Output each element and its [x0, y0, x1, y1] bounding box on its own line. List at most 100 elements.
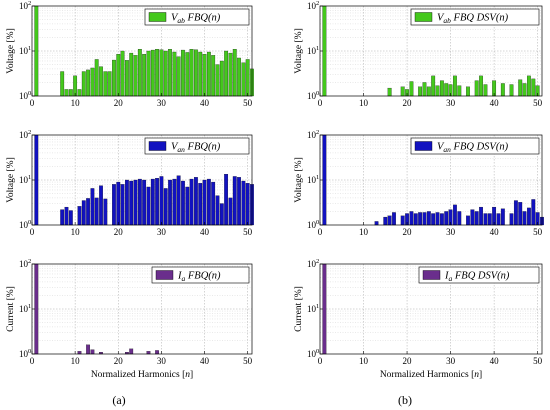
bar-h36 [185, 52, 190, 97]
bar-h31 [163, 188, 168, 226]
bar-h46 [228, 197, 233, 226]
bar-h31 [163, 50, 168, 97]
y-tick-label: 102 [19, 0, 31, 11]
bar-h29 [155, 178, 159, 226]
bar-h14 [90, 349, 95, 355]
x-tick-label: 0 [318, 98, 323, 108]
x-tick-label: 10 [71, 98, 81, 108]
bar-h28 [150, 178, 155, 226]
bar-h29 [444, 83, 449, 97]
x-tick-label: 0 [318, 227, 323, 237]
bar-h33 [172, 51, 177, 97]
x-tick-label: 30 [157, 98, 167, 108]
bar-h31 [453, 75, 457, 97]
bar-h42 [500, 208, 505, 226]
bar-h11 [77, 351, 82, 355]
bar-h15 [94, 197, 99, 226]
legend-swatch [148, 12, 167, 22]
bar-h16 [99, 66, 103, 97]
bar-h48 [527, 75, 531, 97]
y-axis-label: Voltage [%] [6, 28, 16, 73]
bar-h47 [522, 211, 527, 226]
bar-h25 [426, 86, 431, 97]
x-tick-label: 30 [157, 356, 167, 366]
bar-h15 [94, 59, 99, 97]
panel-a3: 0 10 20 30 40 50 100 101 102 Current [%] Normalize… [6, 258, 253, 380]
legend-box [151, 266, 250, 284]
bar-h42 [211, 55, 216, 97]
bar-h44 [509, 84, 514, 97]
bar-h32 [457, 85, 462, 97]
bar-h49 [241, 62, 246, 97]
bar-h11 [77, 206, 82, 226]
bar-h13 [86, 69, 90, 97]
legend-swatch [414, 12, 433, 22]
bar-h37 [479, 75, 483, 97]
bar-h26 [142, 54, 147, 97]
panel-b2: 0 10 20 30 40 50 100 101 102 Voltage [%] Van FBQ D… [294, 129, 544, 237]
bar-h27 [146, 351, 151, 355]
bar-h32 [168, 179, 172, 226]
bar-h14 [90, 67, 95, 97]
x-axis-label: Normalized Harmonics [n] [380, 370, 482, 380]
x-tick-label: 30 [446, 356, 456, 366]
bar-h21 [120, 184, 125, 226]
y-tick-label: 102 [19, 129, 31, 140]
y-tick-label: 101 [19, 174, 31, 185]
bar-h25 [137, 49, 142, 97]
y-tick-label: 102 [307, 129, 319, 140]
panel-a2: 0 10 20 30 40 50 100 101 102 Voltage [%] Van FBQ(n… [6, 129, 254, 237]
x-tick-label: 20 [114, 227, 124, 237]
bar-h34 [466, 215, 470, 226]
bar-h35 [181, 180, 185, 226]
legend: Vab FBQ(n) [144, 8, 250, 26]
bar-h46 [228, 52, 233, 97]
bar-h30 [159, 176, 164, 226]
x-tick-label: 40 [490, 356, 500, 366]
x-tick-label: 10 [359, 227, 369, 237]
legend: Ia FBQ(n) [151, 266, 250, 284]
legend-box [410, 8, 540, 26]
bar-h34 [176, 175, 181, 226]
y-tick-label: 102 [307, 258, 319, 269]
legend-swatch [155, 270, 174, 280]
x-tick-label: 20 [403, 98, 413, 108]
y-tick-label: 100 [307, 219, 319, 230]
x-tick-label: 40 [200, 356, 210, 366]
y-tick-label: 100 [19, 348, 31, 359]
bar-h49 [241, 180, 246, 226]
legend-box [144, 8, 250, 26]
bar-h14 [90, 188, 95, 226]
bar-h41 [496, 213, 501, 226]
x-tick-label: 10 [359, 356, 369, 366]
bar-h20 [116, 181, 121, 226]
bar-h45 [224, 50, 229, 97]
bar-h24 [133, 179, 138, 226]
bar-h29 [155, 49, 159, 97]
bar-h21 [409, 211, 414, 226]
bar-h28 [150, 49, 155, 97]
bar-h23 [418, 212, 423, 226]
bar-h49 [531, 78, 536, 97]
bar-h24 [133, 55, 138, 97]
bar-h38 [483, 84, 488, 97]
bar-h19 [112, 59, 116, 97]
bar-h23 [129, 52, 134, 97]
bar-h9 [68, 210, 73, 226]
y-tick-label: 101 [307, 303, 319, 314]
y-tick-label: 101 [19, 303, 31, 314]
bar-h41 [206, 178, 211, 226]
bar-h39 [198, 183, 203, 226]
y-tick-label: 100 [307, 90, 319, 101]
bar-h9 [68, 89, 73, 97]
bar-h7 [60, 71, 65, 97]
y-tick-label: 102 [19, 258, 31, 269]
bar-h40 [202, 179, 207, 226]
bar-h13 [86, 344, 90, 355]
y-axis-label: Voltage [%] [294, 28, 304, 73]
bar-h22 [413, 213, 418, 226]
bar-h31 [453, 204, 457, 226]
x-tick-label: 50 [243, 98, 253, 108]
bar-h43 [215, 64, 220, 97]
